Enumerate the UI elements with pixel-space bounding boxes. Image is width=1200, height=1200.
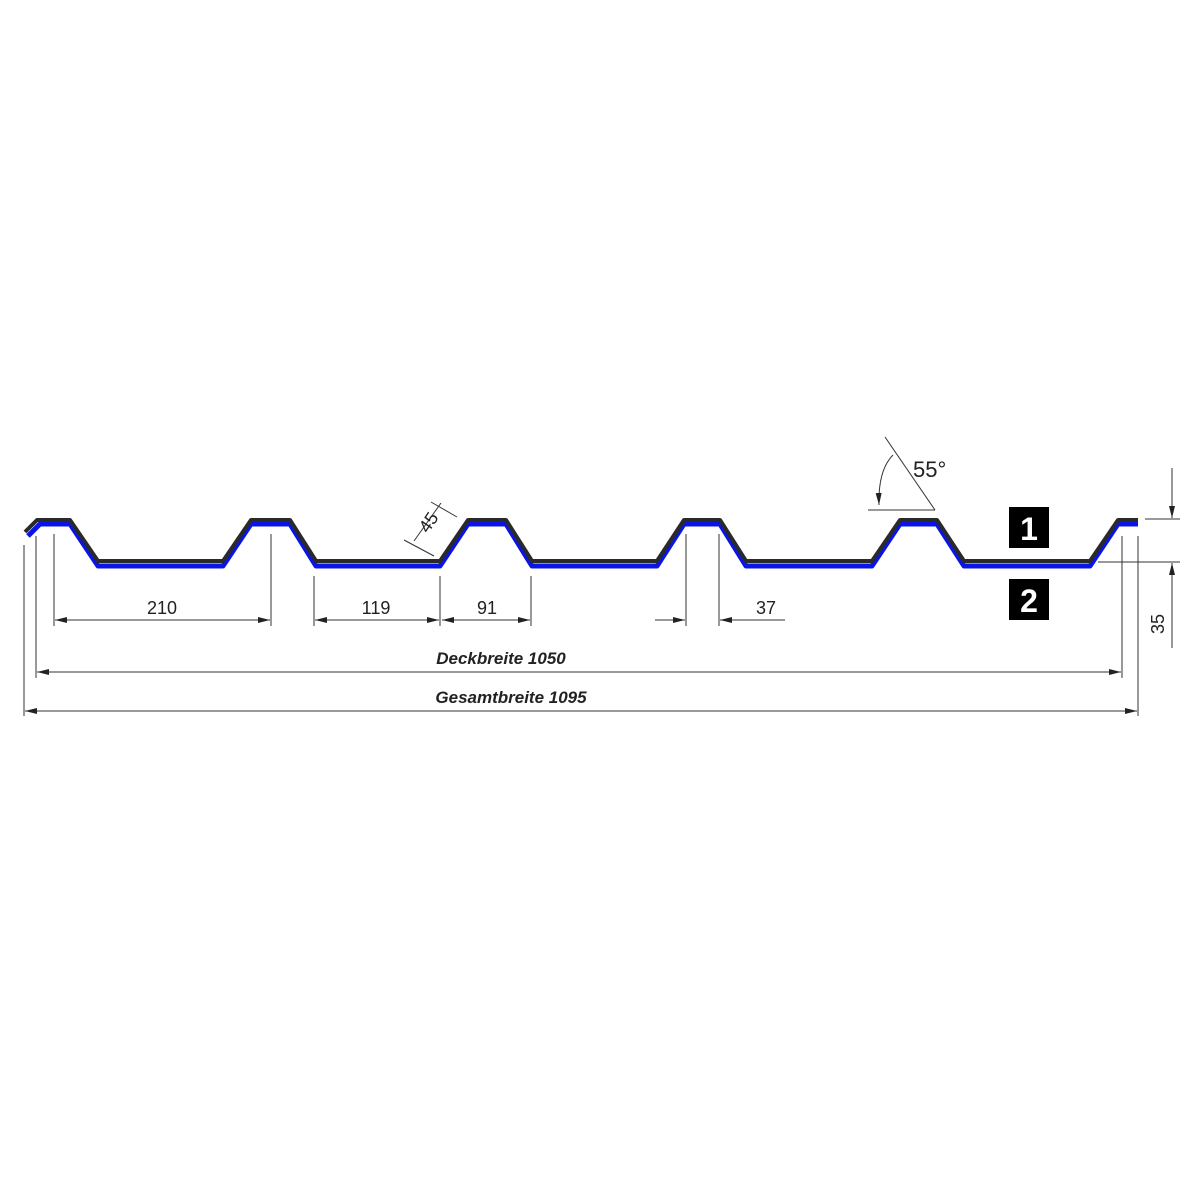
dim-label-total-width: Gesamtbreite 1095: [435, 688, 587, 707]
extension-lines: [23, 518, 1180, 716]
dim-label-210: 210: [147, 598, 177, 618]
svg-text:1: 1: [1020, 511, 1038, 547]
svg-text:2: 2: [1020, 583, 1038, 619]
dim-label-37: 37: [756, 598, 776, 618]
dim-angle-55: 55°: [868, 436, 946, 511]
dim-label-cover-width: Deckbreite 1050: [436, 649, 566, 668]
marker-2: 2: [1009, 579, 1049, 620]
profile-inner-line: [26, 521, 1138, 569]
profile-outer-line: [23, 518, 1138, 563]
dim-label-55: 55°: [913, 457, 946, 482]
dim-label-119: 119: [362, 598, 391, 618]
dim-label-45: 45: [415, 508, 443, 536]
dim-label-35: 35: [1148, 614, 1168, 634]
dim-height-35: 35: [1148, 468, 1175, 648]
dim-label-91: 91: [477, 598, 497, 618]
marker-1: 1: [1009, 507, 1049, 548]
